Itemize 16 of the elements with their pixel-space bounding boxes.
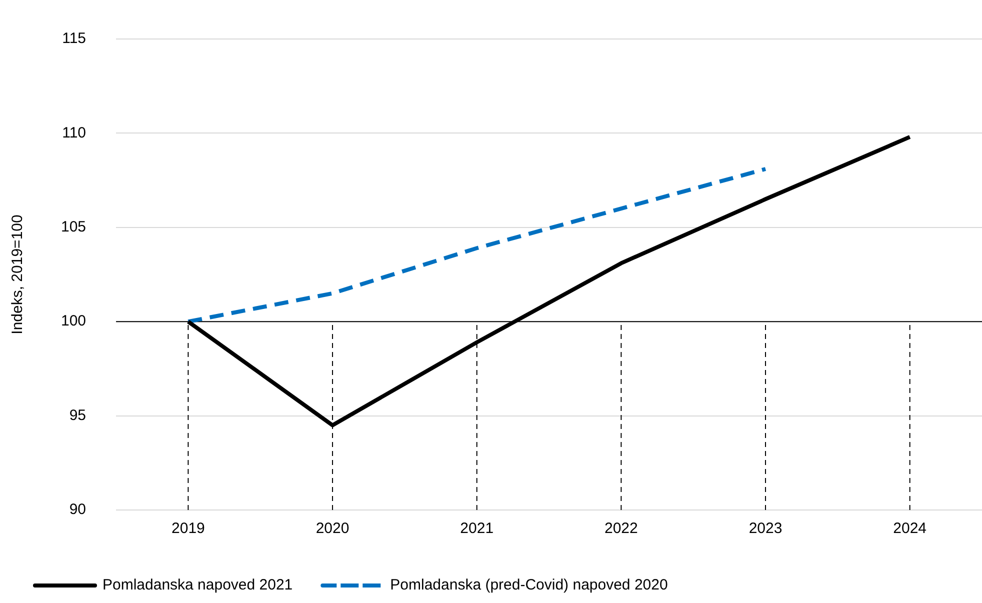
y-tick-label: 110 xyxy=(62,124,86,142)
x-tick-label: 2024 xyxy=(893,520,927,538)
legend-label: Pomladanska (pred-Covid) napoved 2020 xyxy=(390,576,668,594)
x-tick-label: 2023 xyxy=(748,520,782,538)
y-tick-label: 100 xyxy=(60,312,86,330)
y-tick-label: 105 xyxy=(60,218,86,236)
y-tick-label: 90 xyxy=(69,501,86,518)
legend-label: Pomladanska napoved 2021 xyxy=(102,576,293,594)
x-tick-label: 2021 xyxy=(460,520,494,538)
y-axis-title: Indeks, 2019=100 xyxy=(9,214,26,334)
y-tick-label: 95 xyxy=(69,406,86,424)
line-series xyxy=(186,166,768,324)
x-tick-label: 2022 xyxy=(604,520,638,538)
y-tick-label: 115 xyxy=(62,30,86,48)
x-tick-label: 2019 xyxy=(172,520,205,538)
x-tick-label: 2020 xyxy=(316,520,350,538)
